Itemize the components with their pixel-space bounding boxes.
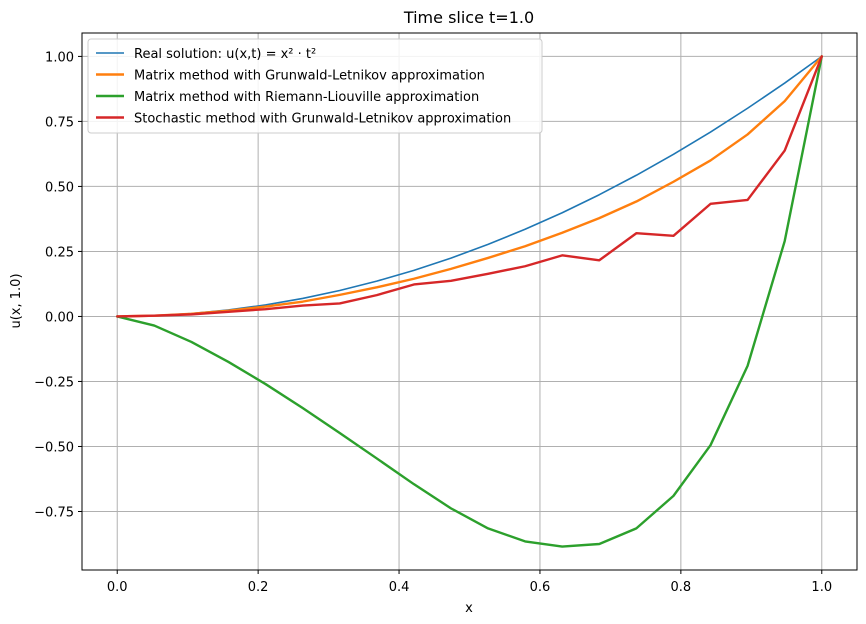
legend-label-0: Real solution: u(x,t) = x² · t² — [134, 47, 316, 62]
x-tick-label: 0.2 — [248, 580, 269, 595]
legend: Real solution: u(x,t) = x² · t² Matrix me… — [87, 38, 543, 134]
x-tick-label: 0.8 — [671, 580, 692, 595]
legend-label-2: Matrix method with Riemann-Liouville app… — [134, 90, 479, 105]
legend-box — [87, 38, 543, 134]
y-tick-label: −0.50 — [34, 440, 74, 455]
x-tick-label: 1.0 — [811, 580, 832, 595]
y-tick-label: −0.75 — [34, 505, 74, 520]
x-axis-ticks: 0.0 0.2 0.4 0.6 0.8 1.0 — [107, 570, 832, 595]
series-line-1 — [116, 55, 823, 318]
x-tick-label: 0.4 — [389, 580, 410, 595]
plot-frame — [81, 32, 858, 571]
y-axis-label: u(x, 1.0) — [9, 273, 24, 328]
y-tick-label: 0.00 — [45, 310, 74, 325]
series-lines — [116, 55, 823, 548]
x-axis-label: x — [465, 601, 473, 616]
chart-title: Time slice t=1.0 — [403, 8, 534, 27]
y-tick-label: 0.25 — [45, 245, 74, 260]
legend-label-1: Matrix method with Grunwald-Letnikov app… — [134, 69, 485, 84]
y-tick-label: 0.75 — [45, 115, 74, 130]
legend-label-3: Stochastic method with Grunwald-Letnikov… — [134, 112, 511, 127]
series-line-3 — [116, 55, 823, 318]
x-tick-label: 0.0 — [107, 580, 128, 595]
y-tick-label: −0.25 — [34, 375, 74, 390]
y-tick-label: 1.00 — [45, 50, 74, 65]
y-axis-ticks: −0.75 −0.50 −0.25 0.00 0.25 0.50 0.75 1.00 — [34, 50, 82, 520]
y-tick-label: 0.50 — [45, 180, 74, 195]
x-tick-label: 0.6 — [530, 580, 551, 595]
series-line-2 — [116, 55, 823, 548]
